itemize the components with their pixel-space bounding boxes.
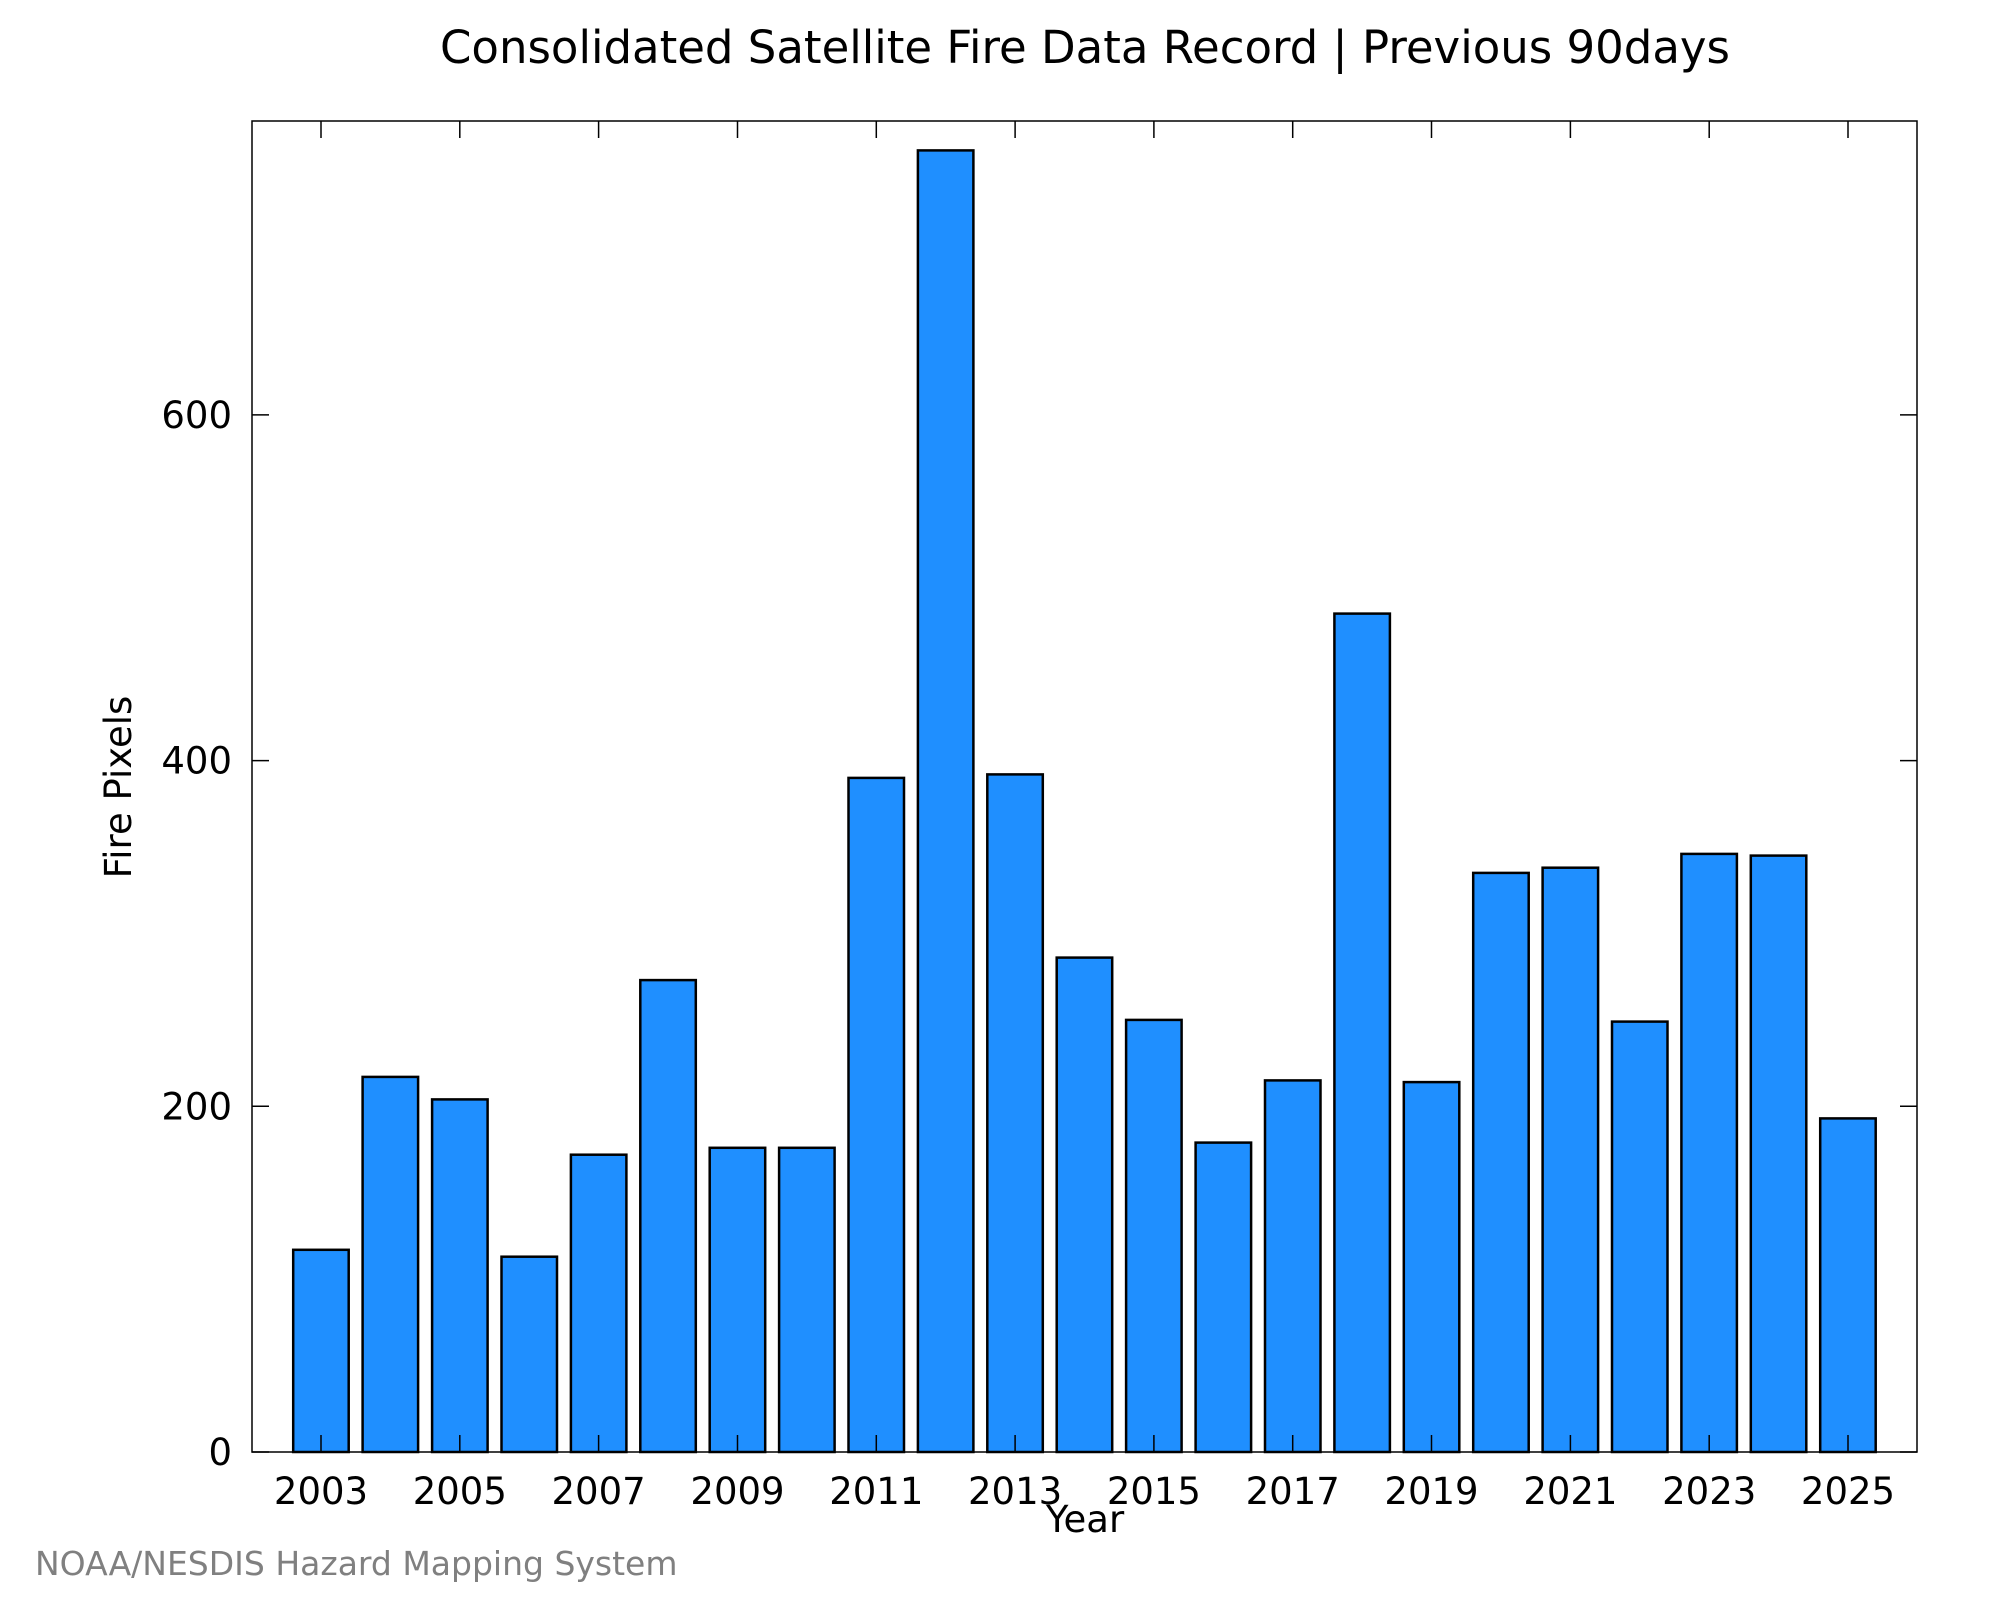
chart-title: Consolidated Satellite Fire Data Record … [440, 21, 1730, 74]
x-tick-label: 2023 [1662, 1470, 1756, 1513]
bar-2013 [986, 773, 1045, 1454]
bars [291, 149, 1877, 1454]
x-tick-label: 2013 [968, 1470, 1062, 1513]
bar-2016 [1194, 1141, 1253, 1454]
bar-2011 [847, 776, 906, 1454]
y-axis-ticks: 0 200 400 600 [161, 394, 1917, 1474]
bar-2009 [708, 1146, 767, 1454]
y-tick-label: 600 [161, 394, 232, 437]
x-axis-ticks: 2003 2005 2007 2009 2011 2013 2015 2017 2019 2021… [274, 121, 1895, 1513]
bar-2005 [430, 1098, 489, 1454]
bar-2017 [1263, 1079, 1322, 1454]
bar-2022 [1610, 1020, 1669, 1454]
bar-2025 [1818, 1117, 1877, 1454]
x-tick-label: 2015 [1107, 1470, 1201, 1513]
x-axis-label: Year [1045, 1498, 1125, 1541]
y-tick-label: 200 [161, 1085, 232, 1128]
bar-2015 [1124, 1018, 1183, 1454]
y-tick-label: 0 [208, 1431, 232, 1474]
bar-2010 [777, 1146, 836, 1454]
bar-2019 [1402, 1080, 1461, 1454]
x-tick-label: 2011 [829, 1470, 923, 1513]
x-tick-label: 2007 [552, 1470, 646, 1513]
bar-2006 [500, 1255, 559, 1454]
x-tick-label: 2021 [1523, 1470, 1617, 1513]
credit-text: NOAA/NESDIS Hazard Mapping System [35, 1544, 678, 1583]
bar-2012 [916, 149, 975, 1454]
bar-2024 [1749, 854, 1808, 1454]
x-tick-label: 2019 [1384, 1470, 1478, 1513]
bar-2018 [1333, 612, 1392, 1454]
y-axis-label: Fire Pixels [97, 696, 140, 879]
bar-2003 [291, 1248, 350, 1454]
x-tick-label: 2009 [690, 1470, 784, 1513]
bar-2021 [1541, 866, 1600, 1454]
bar-2007 [569, 1153, 628, 1454]
x-tick-label: 2025 [1801, 1470, 1895, 1513]
bar-2020 [1471, 871, 1530, 1454]
x-tick-label: 2005 [413, 1470, 507, 1513]
bar-2023 [1680, 852, 1739, 1454]
x-tick-label: 2017 [1246, 1470, 1340, 1513]
bar-2008 [639, 978, 698, 1454]
bar-2004 [361, 1075, 420, 1454]
y-tick-label: 400 [161, 740, 232, 783]
x-tick-label: 2003 [274, 1470, 368, 1513]
bar-2014 [1055, 956, 1114, 1454]
